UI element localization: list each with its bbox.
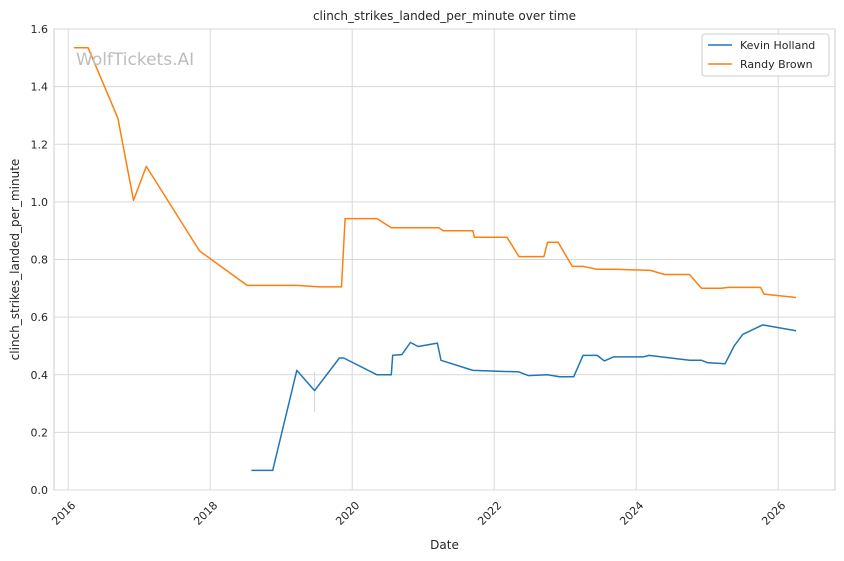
legend-items: Kevin Holland Randy Brown: [708, 39, 815, 71]
y-axis-ticks: 0.0 0.2 0.4 0.6 0.8 1.0 1.2 1.4 1.6: [31, 23, 49, 497]
x-tick-label: 2024: [617, 499, 646, 528]
y-tick-label: 1.2: [31, 138, 49, 151]
y-tick-label: 1.4: [31, 81, 49, 94]
y-axis-label: clinch_strikes_landed_per_minute: [8, 159, 22, 361]
y-tick-label: 0.4: [31, 369, 49, 382]
y-tick-label: 1.6: [31, 23, 49, 36]
y-tick-label: 0.6: [31, 311, 49, 324]
legend: Kevin Holland Randy Brown: [701, 33, 830, 77]
series-group: [73, 46, 797, 472]
grid: [54, 28, 835, 491]
x-axis-label: Date: [430, 538, 459, 552]
x-tick-label: 2020: [333, 499, 362, 528]
y-tick-label: 0.2: [31, 426, 49, 439]
x-tick-label: 2018: [191, 499, 220, 528]
x-tick-label: 2022: [475, 499, 504, 528]
x-tick-label: 2016: [49, 499, 78, 528]
x-axis-ticks: 2016 2018 2020 2022 2024 2026: [49, 499, 788, 528]
series-line-randy-brown: [73, 46, 797, 299]
legend-box: [701, 33, 830, 77]
y-tick-label: 0.0: [31, 484, 49, 497]
legend-entry: Randy Brown: [740, 58, 813, 71]
y-tick-label: 1.0: [31, 196, 49, 209]
x-tick-label: 2026: [759, 499, 788, 528]
y-tick-label: 0.8: [31, 254, 49, 267]
chart-title: clinch_strikes_landed_per_minute over ti…: [313, 9, 576, 23]
watermark: WolfTickets.AI: [76, 50, 194, 70]
series-line-kevin-holland: [251, 324, 797, 472]
legend-entry: Kevin Holland: [740, 39, 815, 52]
